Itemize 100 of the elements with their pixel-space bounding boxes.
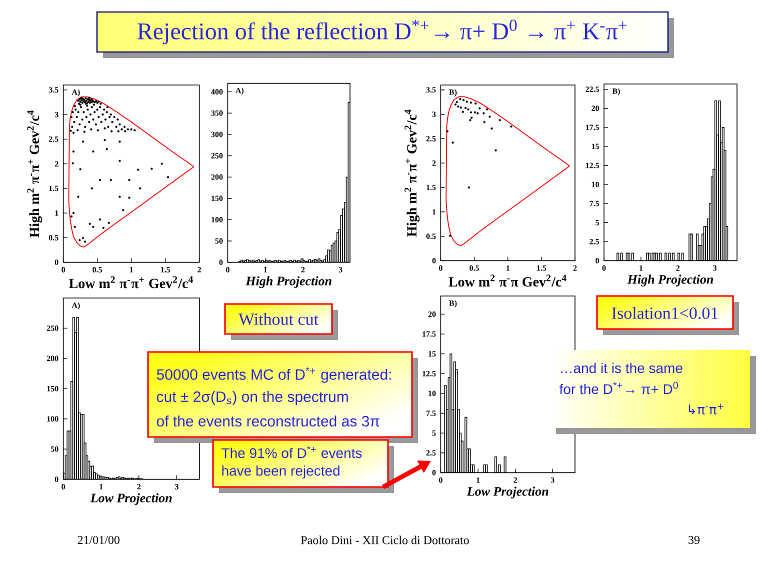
y-tick-label: 5	[596, 220, 599, 226]
y-tick-label: 2	[432, 160, 436, 166]
x-tick-label: 1	[476, 477, 480, 483]
x-tick-label: 0.5	[470, 265, 479, 271]
y-tick-label: 300	[211, 132, 223, 138]
y-tick-label: 0.5	[426, 234, 436, 240]
y-tick-label: 400	[211, 89, 223, 95]
y-tick-label: 2	[54, 161, 58, 166]
y-tick-label: 10	[428, 390, 436, 396]
y-tick-label: 20	[592, 106, 599, 112]
annotation: A)	[72, 89, 80, 97]
text: Low m$^{2}$ π$^{-}$π$^{+}$ Gev$^{2}$/c$^{4}$	[69, 276, 193, 288]
annotation: of the events reconstructed as 3π	[156, 415, 380, 427]
y-tick-label: 0	[432, 470, 436, 476]
x-tick-label: 2	[573, 265, 577, 271]
text: have been rejected	[222, 465, 340, 479]
y-tick-label: 15	[428, 351, 436, 357]
y-tick-label: 200	[211, 174, 223, 180]
y-tick-label: 12.5	[422, 370, 436, 376]
y-tick-label: 22.5	[586, 86, 599, 92]
x-axis-title: Low m$^{2}$ π$^{-}$π Gev$^{2}$/c$^{4}$	[448, 274, 566, 287]
text: Without cut	[238, 312, 318, 326]
y-tick-label: 17.5	[422, 331, 436, 337]
y-tick-label: 100	[212, 216, 223, 222]
x-tick-label: 1.5	[160, 267, 170, 272]
x-tick-label: 0	[439, 265, 442, 271]
y-tick-label: 1	[432, 209, 436, 215]
text: 21/01/00	[78, 536, 120, 544]
y-tick-label: 20	[428, 312, 436, 317]
x-tick-label: 3	[338, 266, 342, 272]
x-tick-label: 0	[602, 265, 606, 271]
text: ↳π$^{-}$π$^{+}$	[688, 404, 724, 414]
y-tick-label: 250	[46, 326, 58, 331]
x-tick-label: 1	[130, 267, 133, 272]
x-axis-title: High Projection	[246, 276, 332, 288]
annotation: B)	[612, 88, 620, 96]
x-tick-label: 0	[62, 484, 66, 490]
x-axis-title: Low Projection	[90, 493, 172, 506]
y-tick-label: 150	[212, 196, 223, 202]
y-tick-label: 3	[432, 112, 436, 117]
x-tick-label: 2	[676, 265, 680, 271]
y-tick-label: 50	[215, 238, 223, 244]
text: The 91% of D$^{*+}$ events	[222, 446, 362, 458]
y-tick-label: 12.5	[586, 162, 599, 168]
y-tick-label: 3.5	[426, 87, 436, 93]
y-tick-label: 0	[219, 260, 223, 266]
y-tick-label: 150	[47, 386, 58, 392]
y-tick-label: 0.5	[48, 234, 58, 240]
x-axis-title: Low Projection	[466, 486, 548, 498]
y-tick-label: 1.5	[426, 184, 436, 190]
text: Paolo Dini - XII Ciclo di Dottorato	[301, 536, 469, 544]
x-tick-label: 3	[713, 265, 717, 271]
y-tick-label: 15	[592, 144, 599, 150]
x-tick-label: 2	[198, 266, 201, 272]
y-tick-label: 50	[50, 446, 58, 452]
x-tick-label: 0	[226, 266, 230, 272]
annotation: for the D$^{*+}$→ π+ D$^{0}$	[559, 382, 678, 394]
y-tick-label: 3.5	[48, 87, 58, 93]
x-tick-label: 1	[506, 265, 510, 271]
annotation: A)	[236, 88, 244, 95]
x-tick-label: 0.5	[92, 266, 102, 272]
y-tick-label: 200	[46, 356, 58, 362]
y-tick-label: 7.5	[590, 200, 599, 206]
annotation: B)	[449, 300, 457, 308]
x-tick-label: 1.5	[537, 265, 546, 271]
y-tick-label: 350	[211, 110, 223, 116]
annotation: B)	[449, 89, 457, 97]
y-tick-label: 17.5	[586, 124, 599, 130]
y-tick-label: 10	[592, 182, 599, 188]
y-tick-label: 2.5	[426, 136, 436, 142]
chart-title: Rejection of the reflection D$^{*+}$→ π+ D$^{0}$ → π$^{+}$ K$^{-}$π$^{+}$	[138, 20, 627, 44]
y-tick-label: 1	[55, 210, 58, 216]
annotation: 50000 events MC of D$^{*+}$ generated:	[156, 367, 391, 383]
x-axis-title: High Projection	[627, 274, 714, 286]
y-tick-label: 2.5	[590, 238, 599, 244]
text: 39	[688, 536, 700, 544]
x-tick-label: 3	[550, 477, 554, 483]
y-tick-label: 250	[211, 153, 223, 158]
y-tick-label: 0	[596, 258, 599, 264]
y-tick-label: 0	[432, 258, 436, 264]
x-tick-label: 0	[439, 477, 442, 483]
x-tick-label: 2	[514, 477, 517, 483]
y-tick-label: 3	[54, 112, 58, 118]
text: Isolation1<0.01	[612, 306, 718, 320]
x-tick-label: 0	[62, 266, 66, 272]
y-tick-label: 2.5	[426, 450, 436, 456]
x-tick-label: 1	[640, 265, 643, 271]
x-tick-label: 2	[301, 266, 305, 272]
y-tick-label: 7.5	[426, 410, 436, 416]
y-tick-label: 1.5	[49, 186, 58, 192]
y-tick-label: 5	[432, 430, 436, 436]
x-tick-label: 1	[100, 484, 103, 490]
annotation: A)	[72, 302, 80, 310]
y-tick-label: 0	[54, 260, 58, 266]
x-tick-label: 3	[175, 484, 178, 490]
annotation: …and it is the same	[561, 362, 682, 374]
text: High m$^{2}$ π$^{-}$π$^{+}$ Gev$^{2}$/c$^{4}$	[404, 110, 420, 237]
annotation: cut ± 2σ(D$_{s}$) on the spectrum	[156, 391, 348, 405]
y-tick-label: 100	[47, 416, 58, 422]
text: High m$^{2}$ π$^{-}$π$^{+}$ Gev$^{2}$/c$^{4}$	[27, 110, 42, 238]
